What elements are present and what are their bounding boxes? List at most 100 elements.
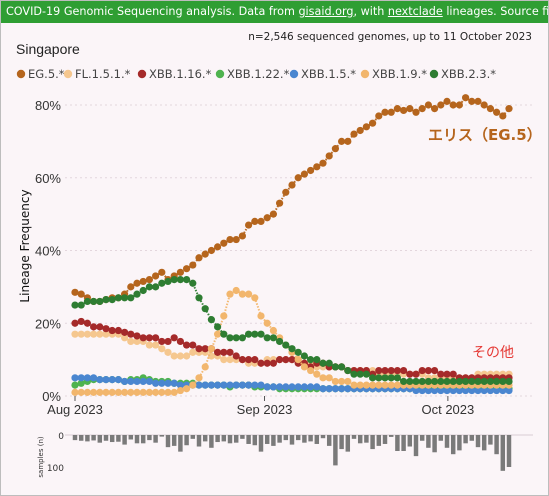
data-point xyxy=(381,108,389,116)
legend-label: FL.1.5.1.* xyxy=(75,67,131,81)
data-point xyxy=(381,374,389,382)
data-point xyxy=(294,174,302,182)
data-point xyxy=(139,388,147,396)
data-point xyxy=(96,388,104,396)
data-point xyxy=(338,363,346,371)
samples-bar xyxy=(382,435,388,444)
data-point xyxy=(145,388,153,396)
samples-bar xyxy=(376,435,382,446)
samples-bar xyxy=(469,435,475,441)
data-point xyxy=(462,386,470,395)
data-point xyxy=(356,126,364,135)
data-point xyxy=(369,374,377,382)
data-point xyxy=(300,363,308,371)
data-point xyxy=(307,166,315,175)
data-point xyxy=(127,337,135,346)
data-point xyxy=(325,385,333,393)
data-point xyxy=(486,377,494,386)
data-point xyxy=(300,170,308,178)
samples-bar xyxy=(97,435,103,443)
data-point xyxy=(164,379,172,387)
data-point xyxy=(139,334,147,342)
samples-bar xyxy=(283,435,289,441)
samples-bar xyxy=(388,435,394,437)
data-point xyxy=(158,388,166,396)
samples-tick-label: 100 xyxy=(47,464,64,474)
samples-bar xyxy=(364,435,369,443)
nextclade-link[interactable]: nextclade xyxy=(387,5,443,18)
data-point xyxy=(195,374,203,382)
data-point xyxy=(121,388,129,396)
data-point xyxy=(288,345,296,353)
data-point xyxy=(505,386,513,395)
data-point xyxy=(201,305,209,313)
data-point xyxy=(108,296,116,304)
samples-tick-label: 0 xyxy=(58,432,64,442)
data-point xyxy=(251,294,259,302)
data-point xyxy=(201,381,209,389)
data-point xyxy=(276,337,284,346)
data-point xyxy=(83,297,91,306)
samples-bar xyxy=(438,435,444,441)
samples-bar xyxy=(432,435,437,453)
chart-labels: Singapore n=2,546 sequenced genomes, up … xyxy=(16,31,542,478)
data-point xyxy=(350,370,358,378)
data-point xyxy=(443,97,451,105)
data-point xyxy=(356,370,364,378)
chart-title: Singapore xyxy=(16,41,80,57)
data-point xyxy=(220,330,228,338)
samples-bar xyxy=(475,435,481,448)
samples-bar xyxy=(165,435,171,448)
data-point xyxy=(114,388,122,396)
data-point xyxy=(102,388,110,396)
data-point xyxy=(499,112,507,120)
data-point xyxy=(83,388,91,396)
data-point xyxy=(245,356,253,364)
data-point xyxy=(393,366,401,375)
data-point xyxy=(313,383,321,391)
samples-bar xyxy=(240,435,245,439)
samples-bar xyxy=(264,435,270,444)
samples-bar xyxy=(72,435,78,441)
data-point xyxy=(145,377,153,386)
data-point xyxy=(121,334,129,342)
data-point xyxy=(319,385,327,393)
data-point xyxy=(325,374,333,382)
data-point xyxy=(350,130,358,138)
samples-bar xyxy=(401,435,406,451)
data-point xyxy=(133,290,141,298)
data-point xyxy=(307,356,315,364)
data-point xyxy=(362,370,370,378)
data-point xyxy=(350,381,358,389)
data-point xyxy=(437,370,445,378)
data-point xyxy=(424,366,432,375)
data-point xyxy=(201,345,209,353)
legend-label: XBB.1.22.* xyxy=(227,67,290,81)
data-point xyxy=(486,105,494,113)
data-point xyxy=(294,356,302,364)
data-point xyxy=(387,108,395,116)
data-point xyxy=(387,374,395,382)
samples-bar xyxy=(506,435,512,467)
data-point xyxy=(207,352,215,360)
data-point xyxy=(164,348,172,356)
data-point xyxy=(300,352,308,360)
data-point xyxy=(257,312,265,320)
data-point xyxy=(170,388,178,396)
samples-bar xyxy=(357,435,363,444)
data-point xyxy=(77,301,85,309)
data-point xyxy=(406,105,414,113)
gisaid-link[interactable]: gisaid.org xyxy=(298,5,354,18)
data-point xyxy=(257,381,265,389)
samples-axis-label: samples (n) xyxy=(37,436,45,477)
data-point xyxy=(133,377,141,386)
samples-bar xyxy=(196,435,202,447)
samples-bar xyxy=(128,435,134,440)
data-point xyxy=(282,356,290,364)
data-point xyxy=(90,323,98,331)
data-point xyxy=(214,323,222,331)
data-point xyxy=(424,101,432,109)
data-point xyxy=(245,221,253,229)
data-point xyxy=(276,356,284,364)
data-point xyxy=(139,377,147,386)
